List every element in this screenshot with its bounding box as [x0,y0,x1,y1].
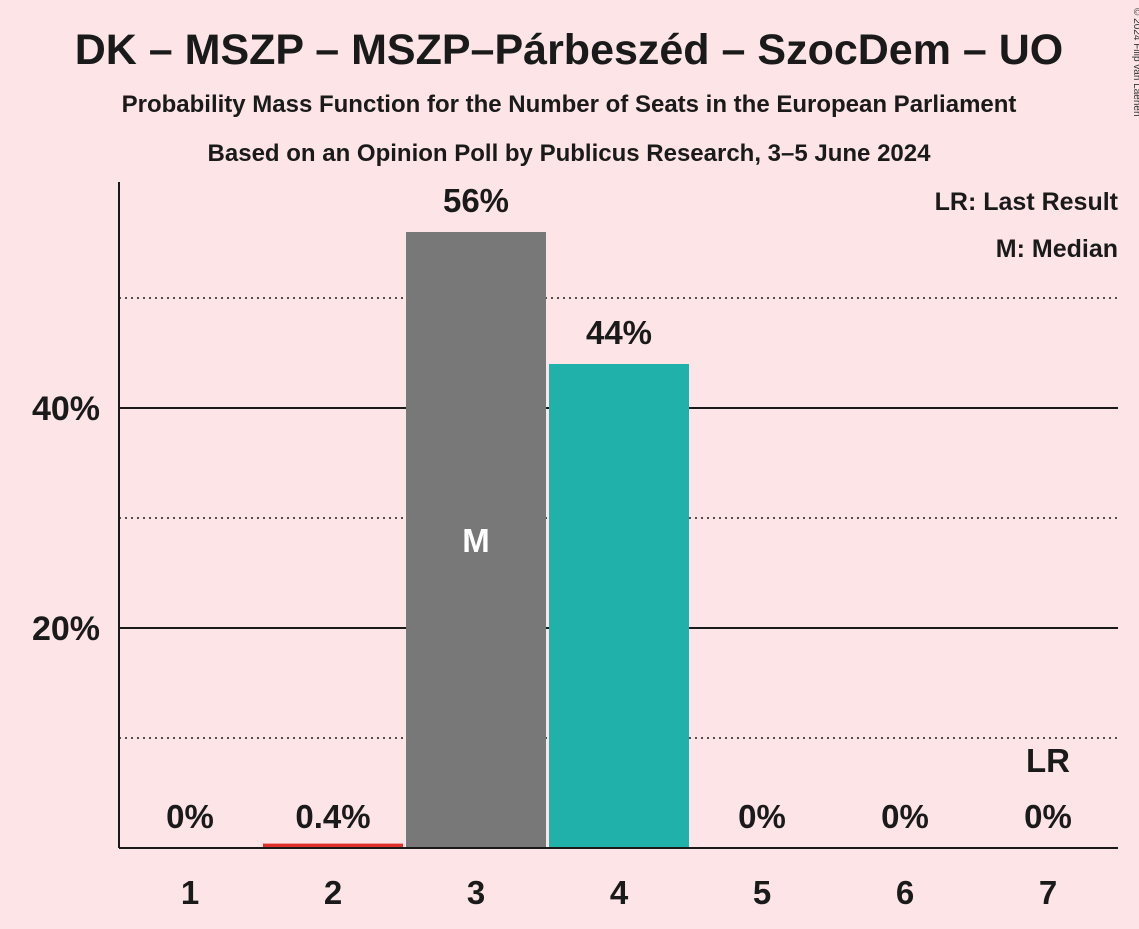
bar [549,364,689,848]
x-tick-label: 7 [1039,874,1057,911]
chart-title: DK – MSZP – MSZP–Párbeszéd – SzocDem – U… [75,26,1064,74]
legend-last-result: LR: Last Result [935,188,1119,216]
x-tick-label: 2 [324,874,342,911]
y-tick-label: 40% [32,390,100,428]
axes-layer [118,182,1118,849]
data-label: 56% [443,182,509,219]
copyright-text: © 2024 Filip van Laenen [1131,8,1139,117]
x-tick-label: 5 [753,874,771,911]
median-marker: M [462,522,490,559]
chart-subtitle: Probability Mass Function for the Number… [122,91,1017,118]
bar [263,843,403,848]
data-label: 0% [881,798,929,835]
chart-subtitle-2: Based on an Opinion Poll by Publicus Res… [208,140,932,167]
legend-median: M: Median [996,235,1118,263]
data-label: 0% [1024,798,1072,835]
y-tick-label: 20% [32,610,100,648]
bar [406,232,546,848]
x-tick-label: 1 [181,874,199,911]
x-tick-label: 6 [896,874,914,911]
data-label: 0% [166,798,214,835]
data-label: 44% [586,314,652,351]
last-result-marker: LR [1026,742,1070,779]
data-label: 0% [738,798,786,835]
x-tick-label: 3 [467,874,485,911]
bars-layer [263,232,689,848]
x-tick-label: 4 [610,874,629,911]
data-label: 0.4% [295,798,370,835]
